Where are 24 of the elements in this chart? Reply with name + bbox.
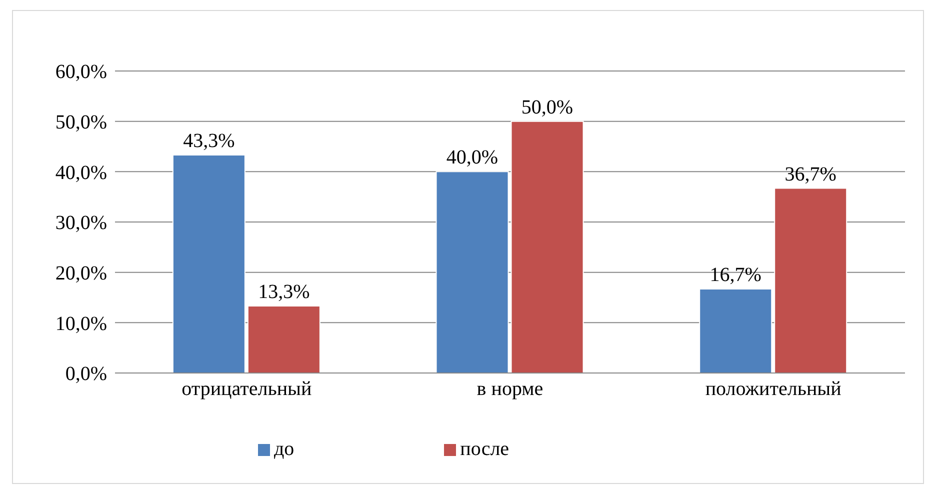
- bar: [774, 188, 848, 373]
- data-label: 36,7%: [784, 163, 836, 186]
- x-tick-label: положительный: [705, 378, 842, 400]
- bar: [247, 306, 320, 373]
- bar: [510, 120, 584, 373]
- legend-label: после: [460, 438, 510, 460]
- x-tick-label: в норме: [476, 378, 544, 400]
- bar: [172, 154, 246, 373]
- legend-label: до: [274, 438, 294, 460]
- data-label: 16,7%: [710, 264, 762, 286]
- bar: [436, 171, 509, 373]
- data-label: 40,0%: [446, 146, 498, 169]
- data-label: 13,3%: [258, 281, 310, 304]
- y-tick-label: 50,0%: [55, 111, 107, 134]
- y-tick-label: 0,0%: [65, 363, 107, 386]
- y-tick-label: 60,0%: [55, 61, 107, 84]
- data-label: 43,3%: [183, 130, 235, 152]
- y-tick-label: 10,0%: [55, 312, 107, 335]
- x-tick-label: отрицательный: [182, 378, 312, 400]
- y-tick-label: 30,0%: [55, 212, 107, 234]
- bar: [699, 288, 772, 373]
- data-label: 50,0%: [521, 96, 574, 118]
- y-tick-label: 40,0%: [55, 162, 107, 184]
- y-tick-label: 20,0%: [55, 262, 107, 284]
